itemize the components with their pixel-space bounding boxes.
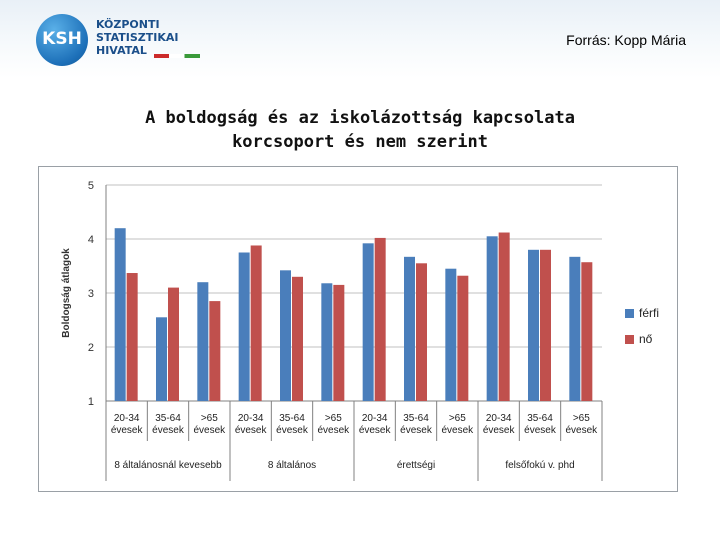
x-tick-label: 35-64 — [279, 413, 305, 424]
y-tick-label: 4 — [88, 234, 94, 246]
x-tick-label: évesek — [111, 425, 144, 436]
legend-label: férfi — [639, 306, 659, 320]
y-axis-title: Boldogság átlagok — [61, 248, 72, 338]
x-tick-label: 35-64 — [403, 413, 429, 424]
ksh-logo-text: KÖZPONTI STATISZTIKAI HIVATAL — [96, 18, 178, 57]
x-tick-label: >65 — [201, 413, 218, 424]
x-tick-label: évesek — [317, 425, 350, 436]
x-tick-label: >65 — [573, 413, 590, 424]
title-line: A boldogság és az iskolázottság kapcsola… — [145, 108, 575, 128]
x-tick-label: évesek — [235, 425, 268, 436]
bar-no — [209, 301, 221, 401]
x-tick-label: évesek — [565, 425, 598, 436]
bar-ferfi — [528, 249, 539, 401]
x-tick-label: évesek — [152, 425, 185, 436]
x-tick-label: évesek — [359, 425, 392, 436]
y-tick-label: 2 — [88, 342, 94, 354]
bar-no — [540, 249, 551, 401]
bar-ferfi — [404, 256, 415, 401]
bar-ferfi — [486, 236, 498, 401]
x-tick-label: évesek — [524, 425, 557, 436]
bar-ferfi — [280, 270, 291, 401]
chart-frame: 1 2 3 4 5 Boldogság átlagok 20-34 évesek 35-64 év… — [38, 166, 678, 492]
bar-no — [250, 245, 262, 401]
bar-no — [126, 273, 138, 401]
legend-swatch-no — [625, 335, 634, 344]
bar-ferfi — [114, 228, 126, 401]
bar-ferfi — [445, 268, 457, 401]
bar-ferfi — [569, 256, 581, 401]
source-label: Forrás: Kopp Mária — [566, 32, 686, 48]
bar-no — [374, 237, 386, 401]
bar-ferfi — [362, 243, 374, 401]
bar-ferfi — [156, 317, 167, 401]
group-label: érettségi — [397, 460, 435, 471]
bar-no — [168, 287, 179, 401]
bar-no — [292, 276, 303, 401]
bar-ferfi — [321, 283, 333, 401]
logo-text-line: STATISZTIKAI — [96, 31, 179, 44]
x-tick-label: 20-34 — [486, 413, 512, 424]
x-tick-label: 20-34 — [238, 413, 264, 424]
bar-no — [457, 275, 469, 401]
slide-title: A boldogság és az iskolázottság kapcsola… — [60, 106, 660, 154]
x-tick-label: >65 — [449, 413, 466, 424]
x-tick-label: 35-64 — [527, 413, 553, 424]
y-tick-label: 1 — [88, 396, 94, 408]
bar-no — [581, 262, 593, 401]
bar-no — [416, 263, 427, 401]
x-tick-label: évesek — [483, 425, 516, 436]
logo-flag-stripe — [154, 54, 200, 58]
legend-swatch-ferfi — [625, 309, 634, 318]
logo-text-line: HIVATAL — [96, 44, 147, 57]
ksh-logo: KSH KÖZPONTI STATISZTIKAI HIVATAL — [36, 14, 200, 70]
header-band — [0, 0, 720, 78]
bar-ferfi — [197, 282, 209, 401]
y-tick-label: 3 — [88, 288, 94, 300]
bar-ferfi — [238, 252, 250, 401]
title-line: korcsoport és nem szerint — [232, 132, 488, 152]
x-tick-label: évesek — [276, 425, 309, 436]
x-tick-label: 35-64 — [155, 413, 181, 424]
legend-label: nő — [639, 332, 653, 346]
x-tick-label: évesek — [400, 425, 433, 436]
x-tick-label: >65 — [325, 413, 342, 424]
group-label: felsőfokú v. phd — [505, 460, 574, 471]
bar-no — [498, 232, 510, 401]
logo-text-line: KÖZPONTI — [96, 18, 160, 31]
ksh-logo-abbr: KSH — [42, 29, 82, 49]
group-label: 8 általános — [268, 460, 316, 471]
group-label: 8 általánosnál kevesebb — [114, 460, 222, 471]
y-tick-label: 5 — [88, 180, 94, 192]
x-tick-label: évesek — [193, 425, 226, 436]
bar-no — [333, 284, 345, 401]
x-tick-label: évesek — [441, 425, 474, 436]
x-tick-label: 20-34 — [362, 413, 388, 424]
ksh-logo-emblem: KSH — [36, 14, 88, 66]
x-tick-label: 20-34 — [114, 413, 140, 424]
